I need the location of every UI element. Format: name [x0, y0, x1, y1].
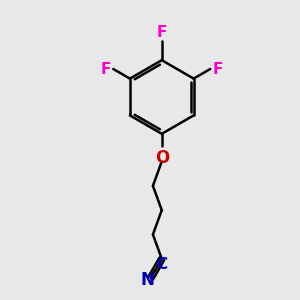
Text: F: F: [100, 61, 111, 76]
Text: F: F: [157, 25, 167, 40]
Text: C: C: [156, 257, 167, 272]
Text: F: F: [213, 61, 223, 76]
Text: O: O: [155, 148, 169, 166]
Text: N: N: [140, 272, 154, 290]
